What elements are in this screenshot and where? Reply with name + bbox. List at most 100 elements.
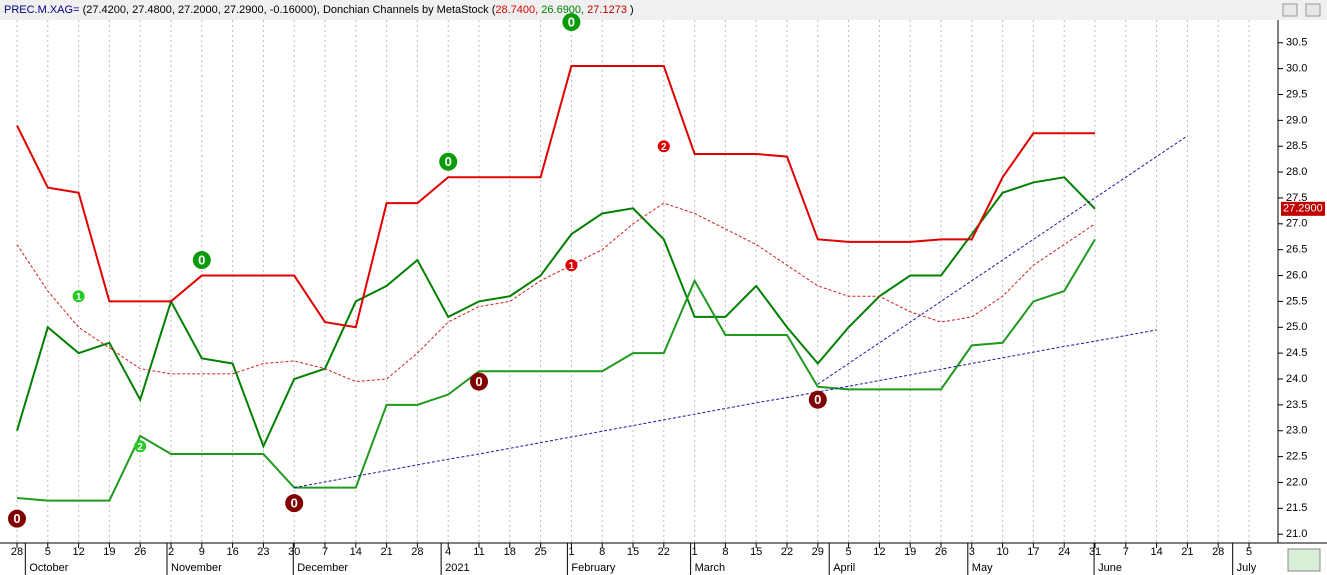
x-tick-label: 28 xyxy=(411,546,423,558)
last-price-box xyxy=(1281,201,1325,216)
y-tick-label: 26.5 xyxy=(1286,244,1307,256)
wave-marker xyxy=(657,140,670,153)
symbol: PREC.M.XAG= xyxy=(4,4,80,16)
header: PREC.M.XAG= (27.4200, 27.4800, 27.2000, … xyxy=(4,4,634,16)
x-tick-label: 19 xyxy=(904,546,916,558)
month-label: May xyxy=(972,562,993,574)
x-tick-label: 26 xyxy=(935,546,947,558)
wave-marker xyxy=(808,390,827,409)
indicator-value: 28.7400, xyxy=(495,4,538,16)
wave-label: 0 xyxy=(568,15,575,30)
y-tick-label: 27.5 xyxy=(1286,192,1307,204)
y-tick-label: 25.5 xyxy=(1286,295,1307,307)
wave-marker xyxy=(134,440,147,453)
month-label: December xyxy=(297,562,348,574)
x-tick-label: 10 xyxy=(996,546,1008,558)
wave-label: 2 xyxy=(661,142,667,153)
x-tick-label: 21 xyxy=(1181,546,1193,558)
month-label: April xyxy=(833,562,855,574)
y-tick-label: 21.5 xyxy=(1286,502,1307,514)
month-label: June xyxy=(1098,562,1122,574)
wave-marker xyxy=(439,152,458,171)
x-tick-label: 26 xyxy=(134,546,146,558)
month-label: February xyxy=(571,562,616,574)
wave-marker xyxy=(8,509,26,528)
x-tick-label: 8 xyxy=(722,546,728,558)
indicator-value: 27.1273 xyxy=(587,4,627,16)
wave-marker xyxy=(565,259,578,272)
wave-marker xyxy=(470,372,488,391)
x-tick-label: 12 xyxy=(72,546,84,558)
paren: ) xyxy=(630,4,634,16)
y-tick-label: 28.5 xyxy=(1286,140,1307,152)
month-label: November xyxy=(171,562,222,574)
x-tick-label: 24 xyxy=(1058,546,1070,558)
series-line xyxy=(16,176,1096,449)
series-line xyxy=(294,329,1157,489)
y-tick-label: 30.0 xyxy=(1286,63,1307,75)
x-tick-label: 14 xyxy=(350,546,362,558)
x-tick-label: 2 xyxy=(168,546,174,558)
x-tick-label: 7 xyxy=(322,546,328,558)
x-tick-label: 1 xyxy=(568,546,574,558)
y-tick-label: 29.0 xyxy=(1286,114,1307,126)
app-icon[interactable] xyxy=(1287,548,1321,572)
y-tick-label: 21.0 xyxy=(1286,528,1307,540)
series-line xyxy=(16,202,1096,383)
x-tick-label: 28 xyxy=(1212,546,1224,558)
x-tick-label: 28 xyxy=(11,546,23,558)
x-tick-label: 5 xyxy=(846,546,852,558)
wave-label: 0 xyxy=(198,252,205,267)
y-tick-label: 28.0 xyxy=(1286,166,1307,178)
series-line xyxy=(817,135,1188,385)
y-tick-label: 24.5 xyxy=(1286,347,1307,359)
x-tick-label: 1 xyxy=(692,546,698,558)
wave-label: 1 xyxy=(76,292,82,303)
x-tick-label: 22 xyxy=(658,546,670,558)
x-tick-label: 5 xyxy=(1246,546,1252,558)
y-tick-label: 23.5 xyxy=(1286,399,1307,411)
y-tick-label: 25.0 xyxy=(1286,321,1307,333)
last-price-label: 27.2900 xyxy=(1283,203,1323,215)
x-tick-label: 16 xyxy=(226,546,238,558)
minimize-button[interactable] xyxy=(1282,3,1298,17)
wave-label: 0 xyxy=(13,511,20,526)
wave-label: 0 xyxy=(445,154,452,169)
x-tick-label: 18 xyxy=(504,546,516,558)
x-tick-label: 15 xyxy=(627,546,639,558)
window-buttons xyxy=(1282,3,1321,17)
x-tick-label: 31 xyxy=(1089,546,1101,558)
x-tick-label: 8 xyxy=(599,546,605,558)
indicator-name: Donchian Channels by MetaStock xyxy=(323,4,489,16)
y-tick-label: 26.0 xyxy=(1286,269,1307,281)
maximize-button[interactable] xyxy=(1305,3,1321,17)
y-tick-label: 22.0 xyxy=(1286,476,1307,488)
wave-marker xyxy=(72,290,85,303)
y-tick-label: 24.0 xyxy=(1286,373,1307,385)
x-tick-label: 30 xyxy=(288,546,300,558)
x-tick-label: 29 xyxy=(812,546,824,558)
month-label: October xyxy=(29,562,68,574)
wave-label: 0 xyxy=(814,392,821,407)
x-tick-label: 3 xyxy=(969,546,975,558)
x-tick-label: 15 xyxy=(750,546,762,558)
paren: ( xyxy=(492,4,496,16)
wave-marker xyxy=(562,13,581,32)
x-tick-label: 11 xyxy=(473,546,484,558)
y-tick-label: 27.0 xyxy=(1286,218,1307,230)
wave-label: 0 xyxy=(291,496,298,511)
x-tick-label: 14 xyxy=(1150,546,1162,558)
plot: 28 5 12 19 26 2 9 16 23 30 7 14 21 28 4 11 18 25 1 8 15 22 1 8 1… xyxy=(8,13,1325,575)
y-tick-label: 22.5 xyxy=(1286,451,1307,463)
x-tick-label: 19 xyxy=(103,546,115,558)
y-tick-label: 23.0 xyxy=(1286,425,1307,437)
wave-marker xyxy=(285,494,304,513)
x-tick-label: 7 xyxy=(1123,546,1129,558)
month-label: March xyxy=(695,562,726,574)
x-tick-label: 17 xyxy=(1027,546,1039,558)
x-tick-label: 12 xyxy=(873,546,885,558)
series-line xyxy=(16,65,1095,329)
wave-label: 1 xyxy=(569,261,575,272)
x-tick-label: 4 xyxy=(445,546,451,558)
